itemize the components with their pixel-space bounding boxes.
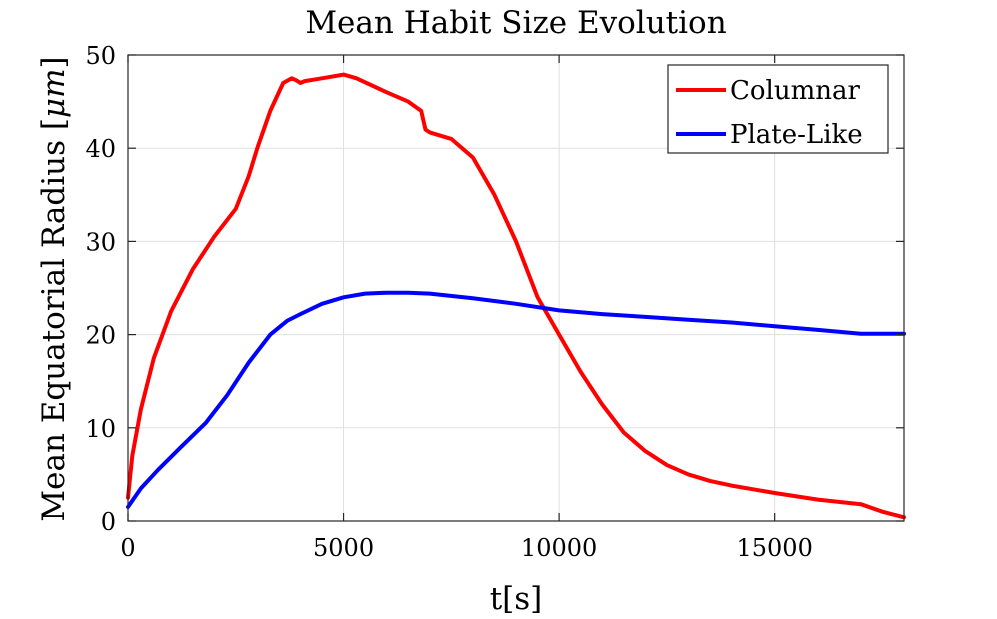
- legend-label-plate-like: Plate-Like: [730, 120, 863, 150]
- y-tick-label: 40: [85, 135, 116, 163]
- y-tick-label: 0: [101, 508, 116, 536]
- legend-label-columnar: Columnar: [730, 76, 861, 106]
- y-tick-label: 20: [85, 322, 116, 350]
- plot-frame: [127, 54, 905, 522]
- y-axis-label-text: Mean Equatorial Radius [: [36, 118, 72, 522]
- legend: Columnar Plate-Like: [667, 64, 889, 154]
- x-axis-label: t[s]: [490, 581, 543, 617]
- chart-title: Mean Habit Size Evolution: [305, 5, 726, 41]
- legend-box: [667, 64, 889, 154]
- x-tick-label: 5000: [313, 534, 374, 562]
- y-axis-label: Mean Equatorial Radius [μm]: [36, 56, 72, 521]
- y-tick-label: 50: [85, 42, 116, 70]
- x-tick-label: 15000: [736, 534, 812, 562]
- axis-ticks: 0 5000 10000 15000 0 10 20 30 40 50: [85, 42, 904, 562]
- x-tick-label: 0: [120, 534, 135, 562]
- series-line-plate-like: [126, 290, 906, 509]
- series-layer: [126, 72, 906, 520]
- y-axis-label-unit: μm: [36, 69, 72, 119]
- y-axis-label-close: ]: [36, 56, 72, 68]
- x-tick-label: 10000: [521, 534, 597, 562]
- series-line-columnar: [126, 72, 906, 520]
- y-tick-label: 30: [85, 228, 116, 256]
- y-tick-label: 10: [85, 415, 116, 443]
